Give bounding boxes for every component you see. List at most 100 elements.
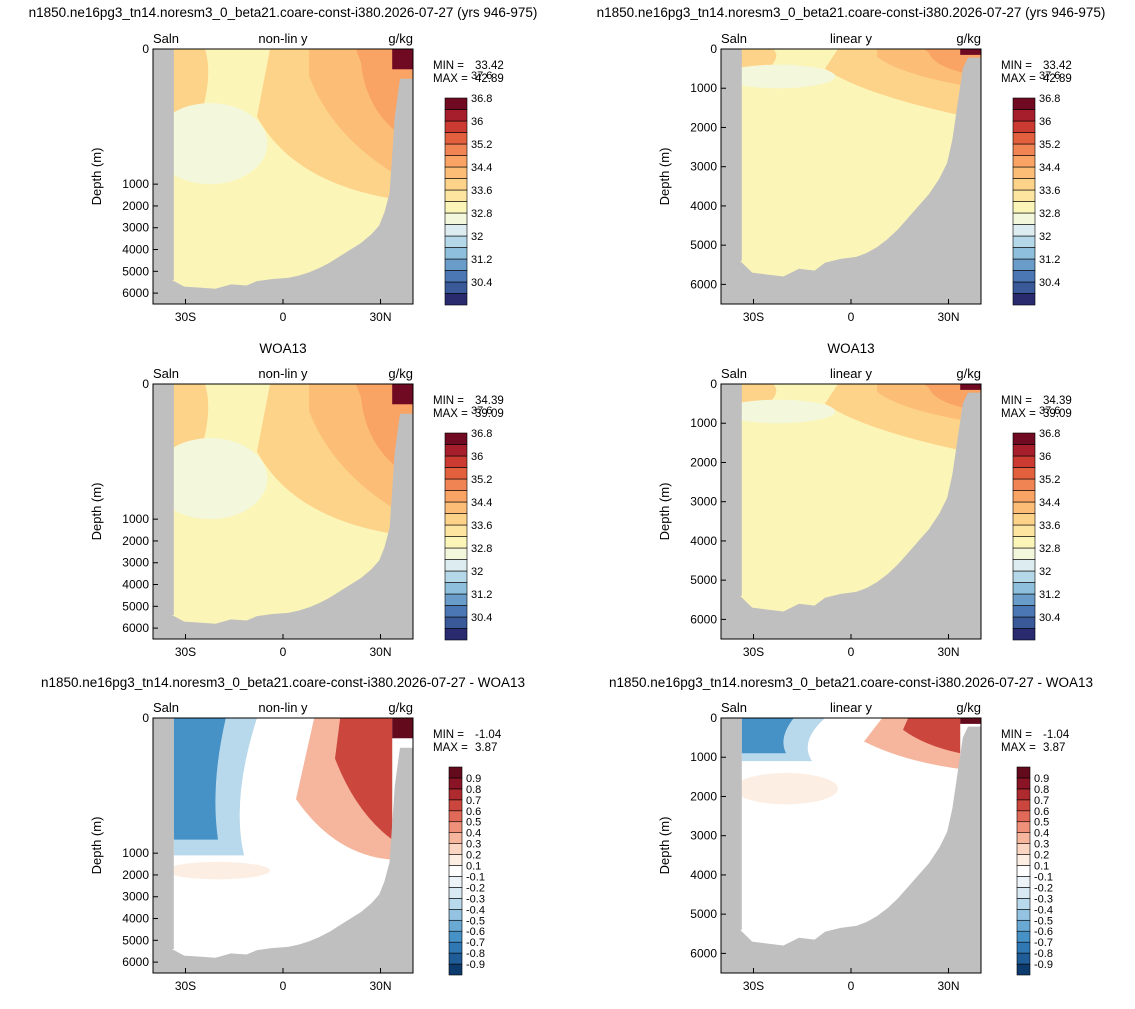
x-tick-label: 30N <box>937 979 959 993</box>
panel-center-label: non-lin y <box>258 366 308 381</box>
colorbar-swatch <box>448 887 463 899</box>
y-tick-label: 3000 <box>122 890 149 904</box>
colorbar-label: 36.8 <box>471 428 492 440</box>
colorbar-swatch <box>444 559 468 572</box>
colorbar-swatch <box>448 821 463 833</box>
colorbar-swatch <box>1012 467 1036 480</box>
colorbar-swatch <box>444 258 468 271</box>
x-tick-label: 30S <box>175 645 196 659</box>
colorbar-swatch <box>448 766 463 779</box>
min-label: MIN = <box>433 395 464 407</box>
colorbar-label: 0.9 <box>466 773 481 785</box>
colorbar-label: -0.7 <box>1034 937 1053 949</box>
panel-center-label: linear y <box>830 31 872 46</box>
y-tick-label: 2000 <box>122 199 149 213</box>
panel-left-label: Saln <box>153 31 179 46</box>
colorbar-swatch <box>1016 788 1031 801</box>
min-label: MIN = <box>1001 395 1032 407</box>
x-tick-label: 30S <box>743 979 764 993</box>
colorbar-label: 0.3 <box>466 839 481 851</box>
colorbar-label: -0.3 <box>1034 893 1053 905</box>
colorbar-swatch <box>1016 777 1031 790</box>
colorbar-label: -0.3 <box>466 893 485 905</box>
y-tick-label: 0 <box>142 377 149 391</box>
panel-4: 0 1000 2000 3000 4000 5000 6000 30S 0 30N Saln line… <box>657 366 1072 659</box>
bathymetry <box>721 49 981 304</box>
bathymetry <box>153 718 413 973</box>
x-tick-label: 0 <box>848 645 855 659</box>
max-value: 42.89 <box>475 73 504 85</box>
colorbar-label: 36.8 <box>1039 428 1060 440</box>
colorbar-swatch <box>1012 120 1036 133</box>
colorbar-label: 0.2 <box>466 850 481 862</box>
panel-left-label: Saln <box>153 366 179 381</box>
colorbar-swatch <box>1016 832 1031 844</box>
colorbar-swatch <box>1012 513 1036 526</box>
colorbar-swatch <box>1012 224 1036 237</box>
colorbar-label: 0.4 <box>466 828 481 840</box>
y-tick-label: 0 <box>710 377 717 391</box>
min-label: MIN = <box>1001 729 1032 741</box>
colorbar-swatch <box>1016 887 1031 899</box>
colorbar: 30.4 31.2 32 32.8 33.6 34.4 35.2 36 36.8 37.6 <box>1012 70 1060 306</box>
colorbar-label: -0.5 <box>1034 915 1053 927</box>
colorbar-label: -0.8 <box>1034 948 1053 960</box>
colorbar-label: 35.2 <box>1039 139 1060 151</box>
salinity-field <box>153 49 413 304</box>
y-tick-label: 3000 <box>690 495 717 509</box>
colorbar-label: 0.1 <box>1034 861 1049 873</box>
x-tick-label: 30N <box>369 645 391 659</box>
y-tick-label: 4000 <box>690 868 717 882</box>
colorbar-swatch <box>1012 212 1036 225</box>
colorbar-swatch <box>444 132 468 145</box>
y-tick-label: 4000 <box>690 534 717 548</box>
row3-right-title: n1850.ne16pg3_tn14.noresm3_0_beta21.coar… <box>609 675 1093 690</box>
panel-center-label: linear y <box>830 366 872 381</box>
colorbar-label: 34.4 <box>471 497 492 509</box>
colorbar-label: 0.5 <box>466 817 481 829</box>
colorbar-swatch <box>448 777 463 790</box>
row2-left-title: WOA13 <box>259 341 306 356</box>
colorbar-swatch <box>444 582 468 595</box>
panel-left-label: Saln <box>721 700 747 715</box>
colorbar-swatch <box>448 930 463 943</box>
colorbar-label: 35.2 <box>471 139 492 151</box>
max-label: MAX = <box>433 408 468 420</box>
colorbar-swatch <box>448 854 463 866</box>
salinity-field <box>721 384 981 639</box>
colorbar-label: 0.8 <box>1034 784 1049 796</box>
colorbar-label: 0.8 <box>466 784 481 796</box>
colorbar-swatch <box>1016 843 1031 855</box>
colorbar-swatch <box>1016 876 1031 888</box>
colorbar-swatch <box>444 501 468 514</box>
salinity-field <box>721 718 981 973</box>
colorbar-swatch <box>1012 501 1036 514</box>
y-tick-label: 4000 <box>122 912 149 926</box>
colorbar-swatch <box>444 593 468 606</box>
x-tick-label: 0 <box>280 310 287 324</box>
colorbar-label: 30.4 <box>1039 277 1060 289</box>
colorbar-swatch <box>444 536 468 549</box>
colorbar-label: 30.4 <box>471 277 492 289</box>
field-max-cell <box>960 49 981 55</box>
colorbar-swatch <box>448 941 463 954</box>
x-tick-label: 0 <box>280 979 287 993</box>
y-axis-label: Depth (m) <box>89 483 104 541</box>
colorbar-swatch <box>1016 898 1031 910</box>
colorbar-swatch <box>1012 559 1036 572</box>
field-max-cell <box>392 49 413 70</box>
colorbar-swatch <box>448 909 463 921</box>
colorbar-swatch <box>1012 582 1036 595</box>
colorbar-label: 0.6 <box>466 806 481 818</box>
field-max-cell <box>392 384 413 405</box>
colorbar-label: 0.7 <box>1034 795 1049 807</box>
max-label: MAX = <box>1001 742 1036 754</box>
colorbar-label: -0.6 <box>1034 926 1053 938</box>
min-value: -1.04 <box>1043 729 1070 741</box>
x-tick-label: 0 <box>848 979 855 993</box>
colorbar-swatch <box>444 432 468 445</box>
bathymetry <box>721 384 981 639</box>
y-tick-label: 6000 <box>122 621 149 635</box>
max-label: MAX = <box>1001 73 1036 85</box>
anomaly-south-core <box>741 718 794 754</box>
